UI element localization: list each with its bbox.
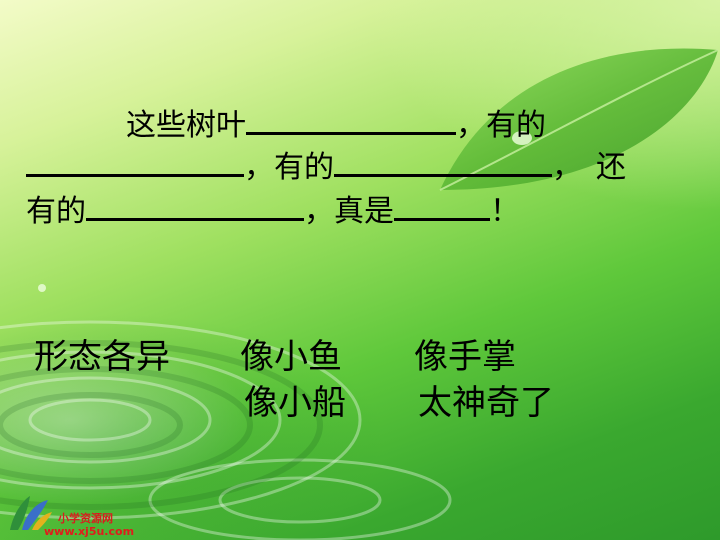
answer-blank-5 xyxy=(394,192,490,221)
answer-blank-2 xyxy=(26,148,244,177)
leaf-decoration xyxy=(439,48,719,191)
hint-word-5: 太神奇了 xyxy=(418,383,554,423)
also-text: 还 xyxy=(596,150,626,185)
hint-word-2: 像小鱼 xyxy=(240,337,342,377)
answer-blank-4 xyxy=(86,192,304,221)
water-drop-decoration xyxy=(38,284,46,292)
answer-blank-3 xyxy=(334,148,552,177)
exclamation: ！ xyxy=(490,194,520,229)
sentence-line-3: 有的 ，真是 ！ xyxy=(26,192,520,227)
school-logo-icon xyxy=(10,496,52,530)
comma: ， xyxy=(244,150,274,185)
hint-word-4: 像小船 xyxy=(244,383,346,423)
logo-name: 小学资源网 xyxy=(58,512,113,525)
truly-text: 真是 xyxy=(334,194,394,229)
answer-blank-1 xyxy=(246,106,456,135)
sentence-start-text: 这些树叶 xyxy=(126,108,246,143)
sentence-line-1: 这些树叶 ，有的 xyxy=(126,106,546,141)
some-text: 有的 xyxy=(486,108,546,143)
comma: ， xyxy=(304,194,334,229)
some-text: 有的 xyxy=(274,150,334,185)
hint-word-1: 形态各异 xyxy=(34,337,170,377)
logo-url: www.xj5u.com xyxy=(44,525,135,538)
comma: ， xyxy=(552,150,582,185)
hint-word-3: 像手掌 xyxy=(414,337,516,377)
comma: ， xyxy=(456,108,486,143)
sentence-line-2: ，有的，还 xyxy=(26,148,626,183)
some-text: 有的 xyxy=(26,194,86,229)
